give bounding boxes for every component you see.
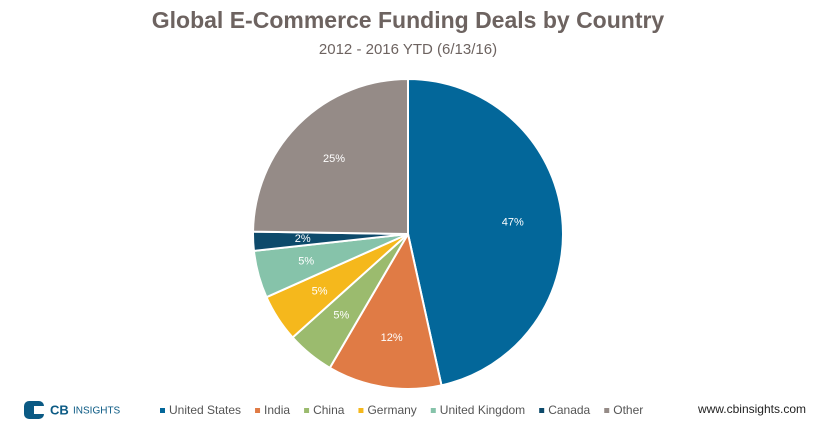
data-label: 5% [333,310,349,322]
chart-title: Global E-Commerce Funding Deals by Count… [152,7,665,33]
legend-swatch [304,408,310,413]
pie-slice [407,77,564,387]
pie-slice [252,77,409,236]
legend-label: United States [169,403,241,417]
data-label: 25% [323,153,345,165]
data-label: 47% [502,216,524,228]
logo-icon [34,406,48,414]
legend-label: India [264,403,290,417]
logo-text: CB [50,402,69,417]
legend-swatch [430,408,436,413]
legend-label: Other [613,403,643,417]
legend-swatch [160,408,165,413]
data-label: 2% [295,233,311,245]
logo: CB INSIGHTS [24,401,121,419]
chart-subtitle: 2012 - 2016 YTD (6/13/16) [319,41,497,58]
legend-swatch [358,408,364,413]
legend-label: Canada [548,403,590,417]
legend-label: United Kingdom [440,403,525,417]
legend-label: China [313,403,345,417]
pie-slice [328,231,443,390]
data-label: 12% [381,332,403,344]
data-label: 5% [312,285,328,297]
legend-swatch [604,408,610,413]
data-label: 5% [298,255,314,267]
legend-label: Germany [367,403,416,417]
logo-text: INSIGHTS [73,406,121,417]
legend-swatch [539,408,545,413]
legend-swatch [255,408,261,413]
footer: www.cbinsights.com [697,402,806,416]
